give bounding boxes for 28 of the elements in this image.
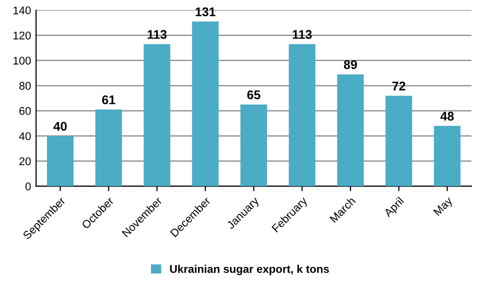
data-label: 89: [344, 60, 357, 70]
bar: [192, 22, 219, 186]
data-label: 65: [247, 90, 260, 100]
data-label: 48: [440, 112, 454, 121]
bar: [144, 44, 170, 186]
bar: [337, 74, 364, 186]
bar: [288, 44, 316, 186]
y-tick-label: 40: [19, 132, 31, 140]
legend-label: Ukrainian sugar export, k tons: [170, 264, 329, 276]
y-tick-label: 140: [14, 6, 31, 14]
y-tick-label: 120: [14, 32, 31, 40]
y-tick-label: 20: [19, 157, 31, 166]
y-tick-label: 80: [19, 82, 31, 90]
data-label: 113: [292, 30, 312, 39]
data-label: 72: [392, 82, 406, 90]
y-tick-label: 0: [25, 182, 31, 190]
x-tick-label: May: [433, 196, 455, 218]
bar: [386, 96, 412, 186]
data-label: 113: [148, 30, 167, 39]
y-tick-label: 100: [14, 56, 31, 65]
data-label: 61: [102, 95, 116, 104]
data-label: 40: [53, 122, 67, 131]
bar: [240, 104, 268, 186]
bar: [434, 126, 460, 186]
bar: [46, 136, 74, 186]
bar: [95, 110, 122, 186]
y-tick-label: 60: [19, 107, 31, 115]
data-label: 131: [196, 7, 216, 16]
